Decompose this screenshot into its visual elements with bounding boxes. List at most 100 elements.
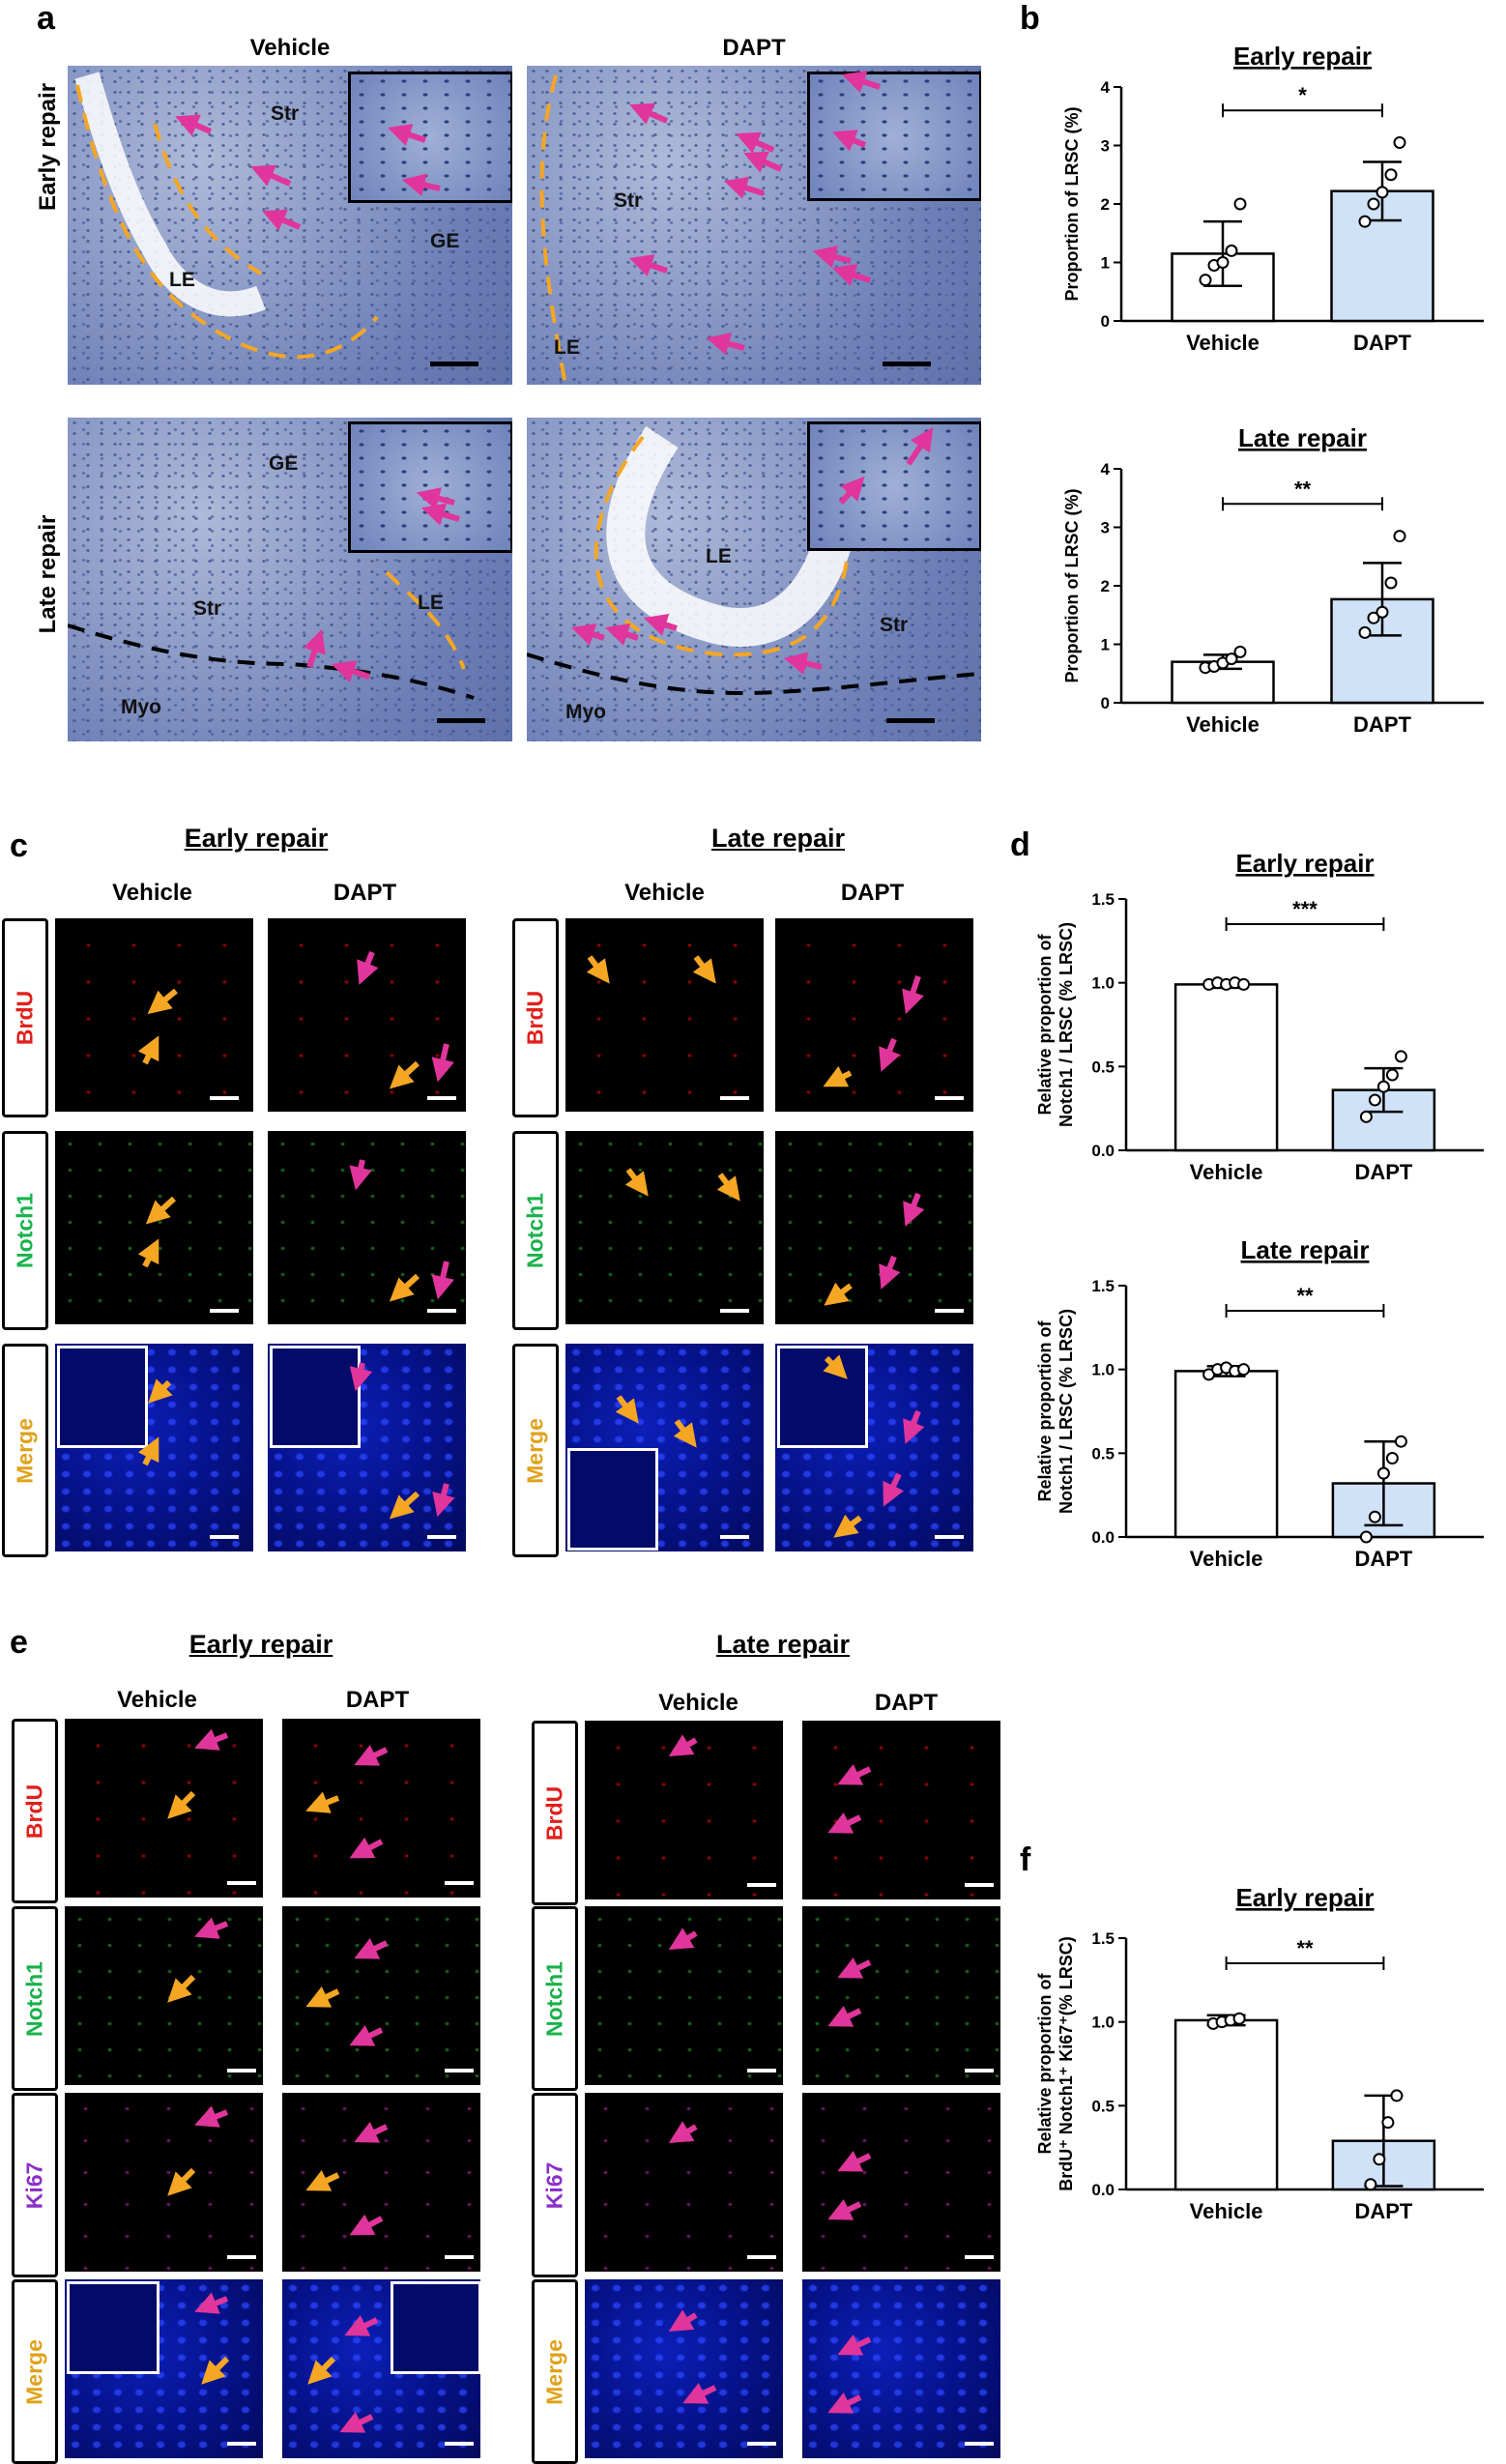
scale-bar (210, 1096, 239, 1100)
c-late-dapt-brdu (775, 918, 973, 1112)
c-section-late: Late repair (710, 824, 846, 853)
y-tick-label: 0.0 (1091, 2181, 1115, 2199)
x-tick-label: DAPT (1354, 1547, 1412, 1571)
e-early-col-dapt: DAPT (345, 1687, 410, 1713)
a-row-early: Early repair (35, 82, 61, 212)
scale-bar (427, 1096, 456, 1100)
c-early-dapt-notch1 (268, 1131, 466, 1324)
x-tick-label: Vehicle (1190, 1547, 1263, 1571)
scale-bar (445, 2442, 474, 2446)
data-point (1390, 2089, 1404, 2102)
data-point (1237, 1363, 1251, 1377)
c-early-vehicle-notch1 (55, 1131, 253, 1324)
significance-label: ** (1294, 477, 1312, 501)
scale-bar (227, 2442, 256, 2446)
histology-overlay (74, 72, 379, 360)
e-early-brdu-label-box: BrdU (12, 1719, 58, 1903)
histology-overlay (68, 570, 475, 700)
c-late-merge-label: Merge (522, 1417, 548, 1484)
scale-bar (437, 718, 485, 723)
y-tick-label: 4 (1101, 460, 1111, 478)
e-late-merge-label-box: Merge (532, 2279, 578, 2464)
data-point (1385, 1068, 1399, 1082)
c-early-brdu-label: BrdU (12, 990, 38, 1046)
y-tick-label: 1.5 (1091, 1929, 1115, 1948)
scale-bar (210, 1309, 239, 1313)
y-tick-label: 3 (1101, 137, 1110, 156)
scale-bar (883, 362, 931, 366)
e-early-brdu-label: BrdU (21, 1783, 47, 1839)
c-late-brdu-label: BrdU (522, 990, 548, 1046)
c-early-col-vehicle: Vehicle (112, 880, 192, 906)
chart-title: Early repair (1235, 851, 1374, 878)
c-early-merge-label-box: Merge (2, 1344, 48, 1557)
c-late-merge-label-box: Merge (512, 1344, 559, 1557)
scale-bar (747, 2069, 776, 2073)
histology-inset (807, 421, 981, 551)
histology-inset (348, 72, 512, 203)
y-tick-label: 0 (1101, 312, 1110, 331)
data-point (1376, 186, 1389, 199)
x-tick-label: Vehicle (1186, 331, 1260, 355)
chart-b-late: Late repair 0 1 2 3 4 Proportion of LRSC (%) Ve… (1062, 425, 1484, 737)
histology-overlay (527, 425, 981, 696)
label-str: Str (271, 102, 300, 125)
data-point (1368, 1510, 1381, 1523)
scale-bar (747, 2442, 776, 2446)
label-myo: Myo (565, 701, 606, 723)
e-late-brdu-label: BrdU (541, 1785, 567, 1841)
c-late-dapt-notch1 (775, 1131, 973, 1324)
y-axis-label: Proportion of LRSC (%) (1062, 107, 1082, 302)
e-early-dapt-merge (282, 2279, 480, 2458)
e-late-dapt-brdu (802, 1721, 1000, 1899)
y-tick-label: 2 (1101, 577, 1110, 595)
e-late-dapt-ki67 (802, 2093, 1000, 2272)
e-early-vehicle-ki67 (65, 2093, 263, 2272)
c-late-notch1-label: Notch1 (522, 1193, 548, 1268)
label-le: LE (554, 336, 580, 359)
scale-bar (227, 2069, 256, 2073)
significance-label: *** (1292, 897, 1318, 921)
e-late-col-dapt: DAPT (874, 1690, 939, 1716)
panel-label-b: b (1020, 0, 1040, 37)
label-str: Str (193, 597, 222, 620)
label-str: Str (880, 614, 909, 636)
merge-inset (67, 2281, 159, 2374)
merge-inset (567, 1448, 658, 1551)
e-early-vehicle-brdu (65, 1719, 263, 1898)
c-late-notch1-label-box: Notch1 (512, 1131, 559, 1330)
y-axis-label: BrdU⁺ Notch1⁺ Ki67⁺(% LRSC) (1057, 1936, 1076, 2191)
data-point (1216, 256, 1230, 269)
scale-bar (445, 2069, 474, 2073)
y-tick-label: 1.5 (1091, 890, 1115, 909)
e-early-vehicle-notch1 (65, 1906, 263, 2085)
c-early-vehicle-merge (55, 1344, 253, 1551)
data-point (1376, 1466, 1390, 1480)
chart-title: Early repair (1235, 1885, 1374, 1912)
panel-label-a: a (37, 0, 55, 37)
y-tick-label: 0.0 (1091, 1142, 1115, 1160)
scale-bar (965, 1883, 994, 1887)
y-tick-label: 1.5 (1091, 1277, 1115, 1295)
x-tick-label: Vehicle (1186, 712, 1260, 737)
data-point (1233, 645, 1247, 658)
e-early-notch1-label: Notch1 (21, 1960, 47, 2037)
scale-bar (935, 1309, 964, 1313)
scale-bar (210, 1535, 239, 1539)
a-row-late: Late repair (35, 514, 61, 634)
y-tick-label: 4 (1101, 78, 1111, 97)
y-tick-label: 1.0 (1091, 2014, 1115, 2032)
chart-d-late: Late repair 0.0 0.5 1.0 1.5 Relative proporti… (1035, 1237, 1484, 1571)
scale-bar (747, 2255, 776, 2259)
data-point (1367, 197, 1380, 211)
c-early-col-dapt: DAPT (333, 880, 397, 906)
c-early-merge-label: Merge (12, 1417, 38, 1484)
e-late-vehicle-brdu (585, 1721, 783, 1899)
y-tick-label: 1.0 (1091, 1361, 1115, 1379)
label-myo: Myo (121, 696, 161, 718)
data-point (1373, 2153, 1386, 2166)
bar (1173, 2018, 1279, 2191)
e-late-dapt-merge (802, 2279, 1000, 2458)
label-le: LE (169, 269, 195, 291)
y-tick-label: 0.5 (1091, 2097, 1115, 2115)
